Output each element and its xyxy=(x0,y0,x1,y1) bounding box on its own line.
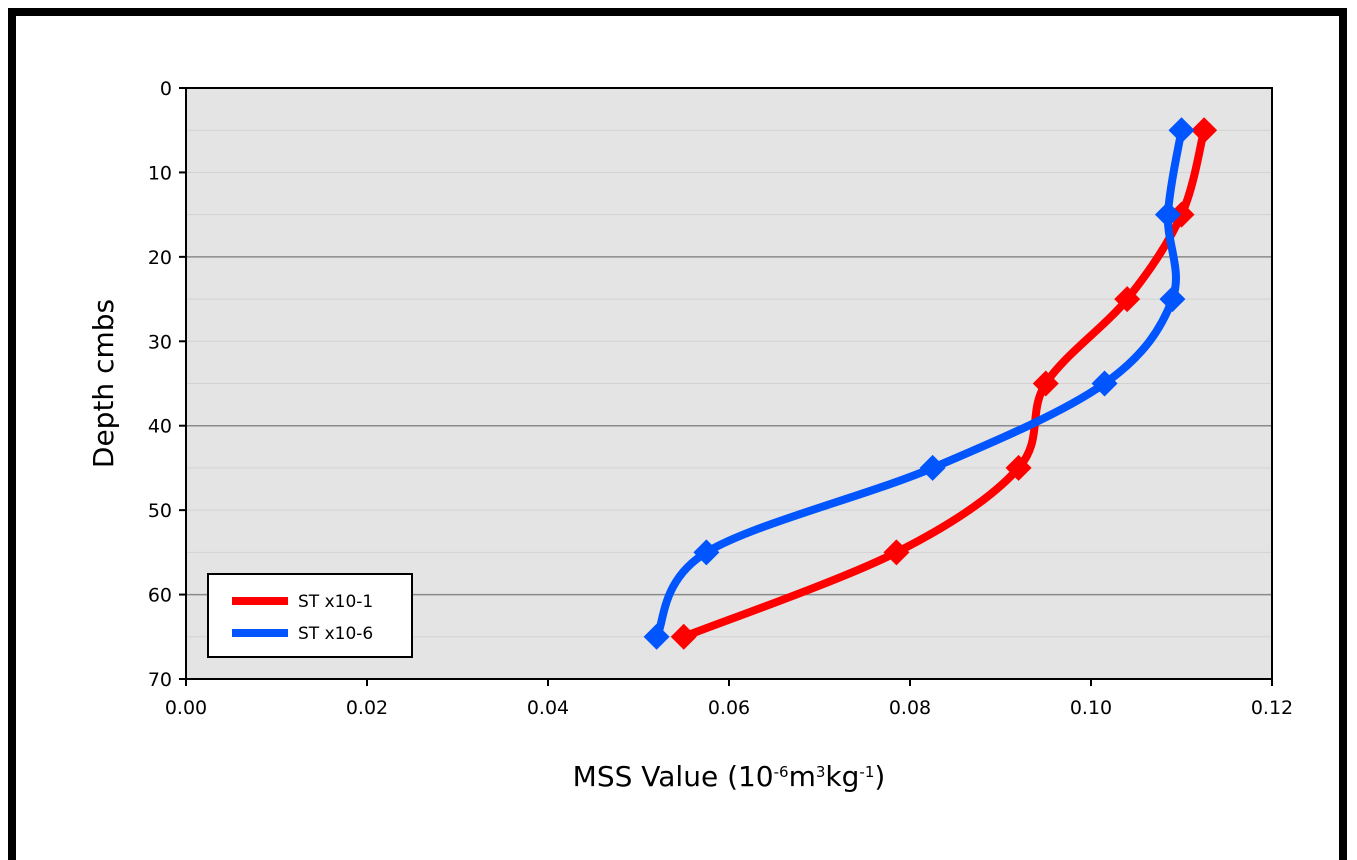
legend-label-st-x10-1: ST x10-1 xyxy=(298,592,373,612)
series-1-marker-6 xyxy=(643,623,670,650)
series-1-marker-1 xyxy=(1154,201,1181,228)
y-tick-label-40: 40 xyxy=(148,416,172,438)
x-tick-label-0: 0.00 xyxy=(165,697,207,719)
series-0-marker-5 xyxy=(883,539,910,566)
series-1-marker-4 xyxy=(919,454,946,481)
axes xyxy=(179,87,1273,686)
y-tick-label-20: 20 xyxy=(148,247,172,269)
series-0-marker-0 xyxy=(1191,117,1218,144)
x-tick-label-2: 0.04 xyxy=(527,697,569,719)
x-tick-label-3: 0.06 xyxy=(708,697,750,719)
legend: ST x10-1 ST x10-6 xyxy=(207,573,413,658)
y-tick-label-0: 0 xyxy=(160,78,172,100)
y-tick-label-60: 60 xyxy=(148,585,172,607)
legend-box xyxy=(207,573,413,658)
chart-frame xyxy=(8,8,1347,860)
series-0-marker-1 xyxy=(1168,201,1195,228)
x-tick-label-4: 0.08 xyxy=(889,697,931,719)
series-group xyxy=(643,117,1218,650)
x-axis-title: MSS Value (10-6m3kg-1) xyxy=(573,760,886,793)
series-0-marker-2 xyxy=(1114,286,1141,313)
x-tick-label-6: 0.12 xyxy=(1251,697,1293,719)
series-0-marker-4 xyxy=(1005,454,1032,481)
y-tick-label-30: 30 xyxy=(148,331,172,353)
series-0-marker-3 xyxy=(1032,370,1059,397)
series-1-marker-3 xyxy=(1091,370,1118,397)
y-tick-label-50: 50 xyxy=(148,500,172,522)
series-1-marker-0 xyxy=(1168,117,1195,144)
series-1-marker-5 xyxy=(693,539,720,566)
series-0-marker-6 xyxy=(670,623,697,650)
x-tick-label-5: 0.10 xyxy=(1070,697,1112,719)
legend-label-st-x10-6: ST x10-6 xyxy=(298,624,373,644)
x-tick-label-1: 0.02 xyxy=(346,697,388,719)
y-axis-title: Depth cmbs xyxy=(87,299,120,468)
grid-lines xyxy=(186,129,1272,638)
tick-labels: 0 10 20 30 40 50 60 70 0.00 0.02 0.04 0.06 0.08 0.10 0… xyxy=(148,78,1293,719)
y-tick-label-10: 10 xyxy=(148,162,172,184)
series-1-marker-2 xyxy=(1159,286,1186,313)
y-tick-label-70: 70 xyxy=(148,669,172,691)
